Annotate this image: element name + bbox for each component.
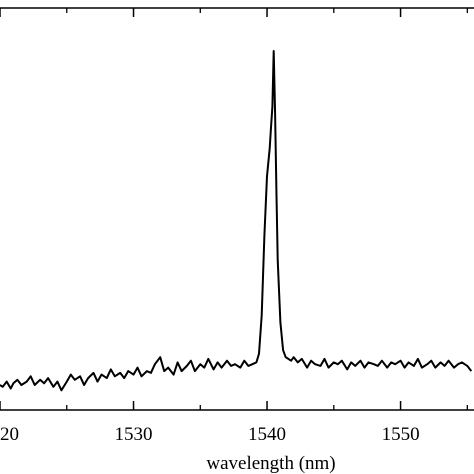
x-ticks (0, 8, 468, 410)
spectrum-line (0, 50, 473, 392)
x-tick-label: 1520 (0, 424, 19, 445)
x-axis-label: wavelength (nm) (206, 453, 335, 474)
x-tick-label: 1540 (248, 424, 286, 445)
x-tick-label: 1530 (115, 424, 153, 445)
x-tick-label: 1550 (382, 424, 420, 445)
plot-axes (0, 7, 474, 411)
x-tick-labels: 1520 1530 1540 1550 (0, 424, 420, 445)
